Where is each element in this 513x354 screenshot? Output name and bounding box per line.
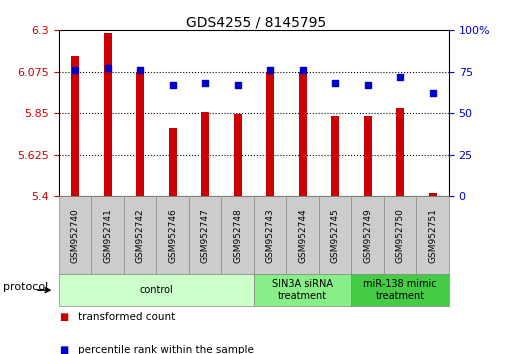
Point — [364, 82, 372, 88]
Point — [396, 74, 404, 80]
Bar — [136, 72, 144, 196]
Text: miR-138 mimic
treatment: miR-138 mimic treatment — [363, 279, 437, 301]
Text: GSM952749: GSM952749 — [363, 208, 372, 263]
Bar — [266, 72, 274, 196]
Text: GSM952740: GSM952740 — [71, 208, 80, 263]
Text: GSM952744: GSM952744 — [298, 208, 307, 263]
Point — [331, 80, 339, 86]
Text: GSM952748: GSM952748 — [233, 208, 242, 263]
Bar — [201, 112, 209, 196]
Bar — [233, 114, 242, 196]
Point — [201, 80, 209, 86]
Bar — [364, 116, 372, 196]
Bar — [169, 128, 177, 196]
Point — [299, 67, 307, 73]
Text: ■: ■ — [59, 312, 68, 322]
Point — [104, 65, 112, 71]
Text: control: control — [140, 285, 173, 295]
Text: GDS4255 / 8145795: GDS4255 / 8145795 — [186, 16, 327, 30]
Text: GSM952746: GSM952746 — [168, 208, 177, 263]
Bar — [104, 33, 112, 196]
Text: SIN3A siRNA
treatment: SIN3A siRNA treatment — [272, 279, 333, 301]
Point — [233, 82, 242, 88]
Text: GSM952750: GSM952750 — [396, 208, 405, 263]
Bar — [299, 72, 307, 196]
Text: protocol: protocol — [3, 282, 48, 292]
Text: ■: ■ — [59, 346, 68, 354]
Text: GSM952745: GSM952745 — [331, 208, 340, 263]
Bar — [71, 56, 80, 196]
Bar — [428, 193, 437, 196]
Text: percentile rank within the sample: percentile rank within the sample — [78, 346, 254, 354]
Bar — [396, 108, 404, 196]
Text: GSM952743: GSM952743 — [266, 208, 274, 263]
Point — [71, 67, 80, 73]
Text: GSM952741: GSM952741 — [103, 208, 112, 263]
Point — [136, 67, 144, 73]
Text: GSM952742: GSM952742 — [136, 208, 145, 263]
Point — [169, 82, 177, 88]
Text: GSM952751: GSM952751 — [428, 208, 437, 263]
Point — [266, 67, 274, 73]
Text: GSM952747: GSM952747 — [201, 208, 210, 263]
Point — [428, 91, 437, 96]
Text: transformed count: transformed count — [78, 312, 176, 322]
Bar — [331, 116, 339, 196]
